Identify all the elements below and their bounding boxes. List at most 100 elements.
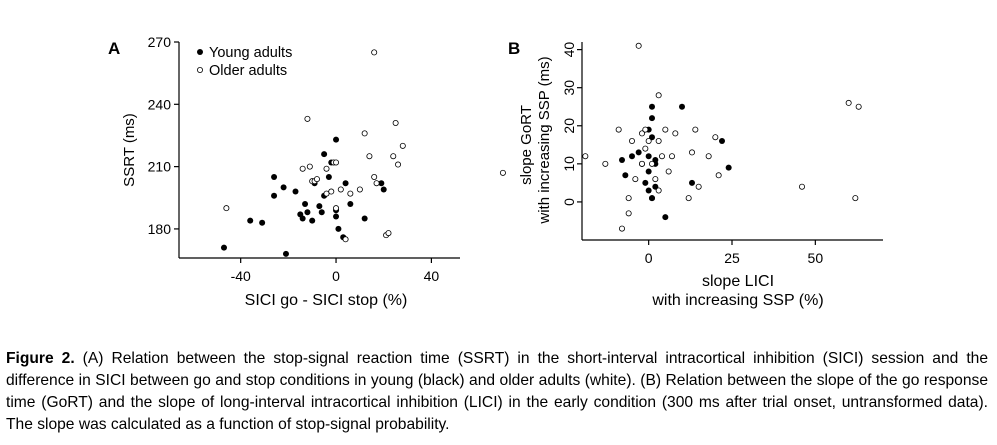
older-adult-point xyxy=(662,126,669,133)
young-adult-point xyxy=(302,201,309,207)
young-adult-point xyxy=(649,195,655,202)
young-adult-point xyxy=(642,179,649,186)
young-adult-point xyxy=(649,103,655,110)
older-adult-point xyxy=(625,210,632,217)
y-tick-label: 0 xyxy=(561,198,577,206)
older-adult-point xyxy=(635,42,642,49)
young-adult-point xyxy=(725,164,732,171)
older-adult-point xyxy=(366,153,373,160)
young-adult-point xyxy=(645,187,652,194)
older-adult-point xyxy=(323,165,330,172)
young-adult-point xyxy=(333,136,340,143)
older-adult-point xyxy=(356,186,363,193)
older-adult-point xyxy=(373,180,380,187)
older-adult-point xyxy=(328,188,335,195)
x-tick-label: 0 xyxy=(332,268,340,284)
older-adult-point xyxy=(304,115,311,122)
young-adult-point xyxy=(342,180,349,187)
young-adult-point xyxy=(347,201,354,207)
older-adult-point xyxy=(665,168,672,175)
older-adult-point xyxy=(323,190,330,197)
panel-b-label: B xyxy=(508,39,520,58)
young-adult-point xyxy=(622,172,629,179)
older-adult-point xyxy=(333,159,340,166)
older-adult-point xyxy=(685,195,692,202)
panel-b-y-label-line2: with increasing SSP (ms) xyxy=(536,56,553,224)
young-adult-point xyxy=(689,179,695,186)
older-adult-point xyxy=(615,126,622,133)
panel-a-y-label: SSRT (ms) xyxy=(121,113,138,187)
x-tick-label: -40 xyxy=(231,268,251,284)
older-adult-point xyxy=(659,153,666,160)
older-adult-point xyxy=(639,130,646,137)
x-tick-label: 25 xyxy=(724,250,740,266)
young-adult-point xyxy=(335,225,342,232)
x-tick-label: 0 xyxy=(645,250,653,266)
young-adult-point xyxy=(280,184,287,191)
figure-2: A 180 210 240 270 -40 0 40 SSRT (ms) SICI go … xyxy=(108,34,883,309)
older-adult-point xyxy=(333,205,340,212)
young-adult-point xyxy=(247,217,254,224)
older-adult-point xyxy=(390,153,397,160)
y-tick-label: 240 xyxy=(148,96,172,112)
young-adult-point xyxy=(333,213,340,220)
young-adult-point xyxy=(304,209,311,216)
legend: Young adults Older adults xyxy=(196,45,292,79)
older-adult-point xyxy=(342,236,349,243)
y-tick-label: 210 xyxy=(148,159,172,175)
young-adult-point xyxy=(325,174,332,180)
older-adult-point xyxy=(347,190,354,197)
panel-a-x-label: SICI go - SICI stop (%) xyxy=(245,292,408,309)
older-adult-point xyxy=(695,183,702,190)
older-adult-point xyxy=(361,130,368,137)
older-adult-point xyxy=(223,205,230,212)
young-adult-point xyxy=(361,215,368,222)
y-tick-label: 180 xyxy=(148,221,172,237)
older-adult-point xyxy=(669,153,676,160)
older-adult-point xyxy=(313,176,320,183)
young-adult-point xyxy=(282,250,289,257)
figure-caption: Figure 2. (A) Relation between the stop-… xyxy=(6,348,988,436)
older-adult-point xyxy=(619,225,626,232)
older-adult-point xyxy=(642,126,649,133)
young-adult-point xyxy=(378,180,385,187)
y-tick-label: 40 xyxy=(561,42,577,58)
panel-a-label: A xyxy=(108,39,120,58)
older-adult-point xyxy=(642,145,649,152)
young-adult-point xyxy=(292,188,299,195)
older-adult-point xyxy=(655,187,662,194)
older-adult-point xyxy=(306,163,313,170)
older-adult-point xyxy=(655,92,662,99)
panel-b-x-label-line1: slope LICI xyxy=(702,273,774,290)
older-adult-point xyxy=(371,173,378,180)
older-adult-point xyxy=(652,176,659,183)
older-adult-point xyxy=(395,161,402,168)
young-adult-point xyxy=(649,115,655,122)
y-tick-label: 10 xyxy=(561,156,577,172)
legend-label-older: Older adults xyxy=(209,63,287,79)
young-adult-point xyxy=(645,153,652,160)
caption-label: Figure 2. xyxy=(6,350,75,367)
young-adult-point xyxy=(619,157,625,164)
young-adult-point xyxy=(635,149,642,156)
older-adult-point xyxy=(385,230,392,237)
older-adult-point xyxy=(705,153,712,160)
older-adult-point xyxy=(602,160,609,167)
older-adult-point xyxy=(855,103,862,110)
older-adult-point xyxy=(655,137,662,144)
young-adult-point xyxy=(380,186,387,193)
young-adult-point xyxy=(316,203,323,210)
older-adult-point xyxy=(499,169,506,176)
older-adult-point xyxy=(632,176,639,183)
x-tick-label: 50 xyxy=(808,250,824,266)
older-adult-point xyxy=(582,153,589,160)
older-adult-point xyxy=(629,137,636,144)
older-adult-point xyxy=(639,160,646,167)
y-tick-label: 30 xyxy=(561,80,577,96)
young-adult-point xyxy=(629,153,635,160)
panel-b-scatter: B 0 10 20 30 40 0 25 50 slope GoRT with increa… xyxy=(508,39,883,309)
young-adult-point xyxy=(220,244,227,251)
young-adult-point xyxy=(309,217,316,224)
panel-a-scatter: A 180 210 240 270 -40 0 40 SSRT (ms) SICI go … xyxy=(108,34,506,309)
legend-marker-older xyxy=(196,67,203,74)
